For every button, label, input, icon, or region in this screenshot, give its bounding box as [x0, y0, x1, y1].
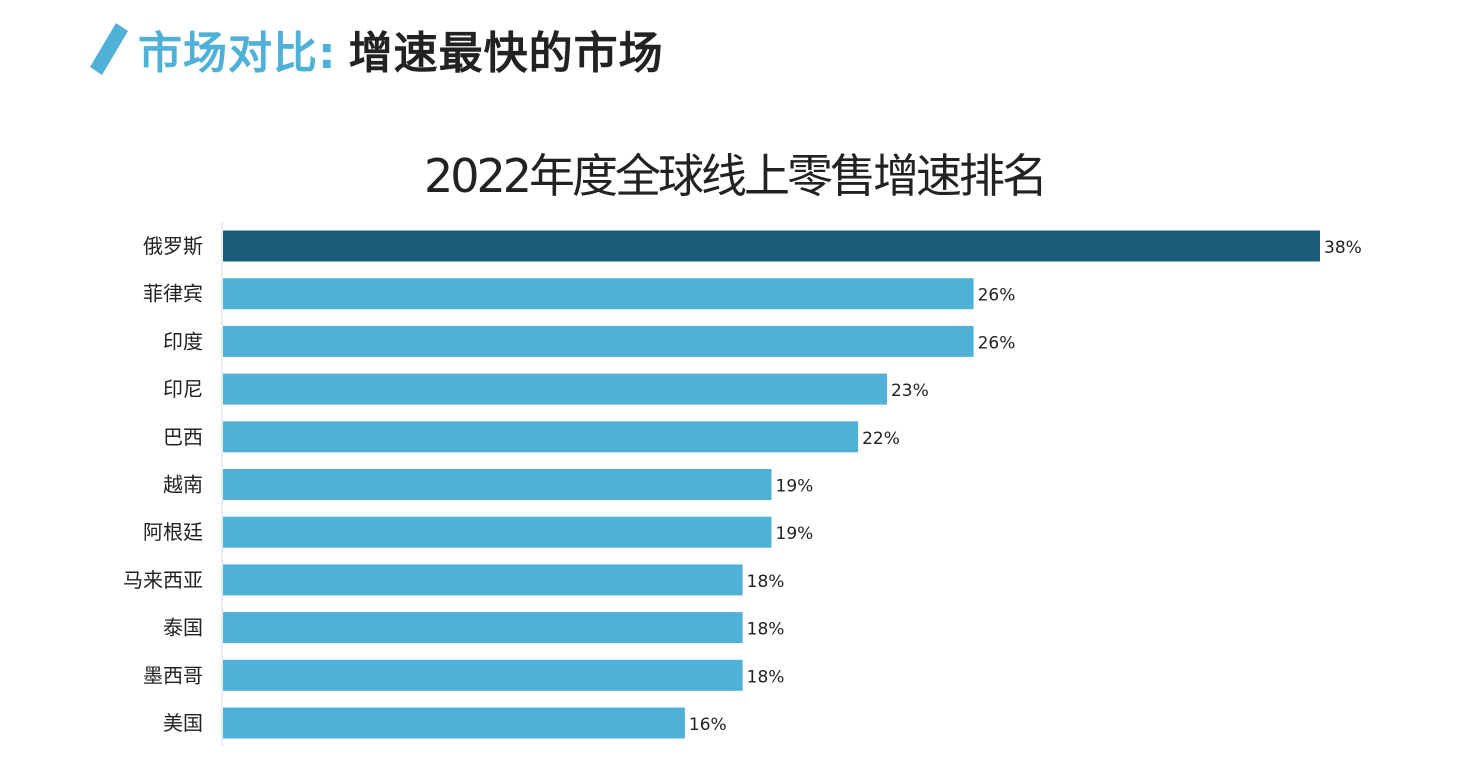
- category-label-8: 泰国: [163, 616, 203, 640]
- value-label-2: 26%: [978, 333, 1016, 353]
- chart-title: 2022年度全球线上零售增速排名: [423, 149, 1048, 203]
- category-label-0: 俄罗斯: [143, 234, 203, 258]
- bar-4: [223, 421, 859, 453]
- category-label-10: 美国: [163, 711, 203, 735]
- bar-6: [223, 516, 772, 548]
- category-label-5: 越南: [163, 473, 203, 497]
- value-label-9: 18%: [747, 667, 785, 687]
- slash-accent-icon: [90, 23, 128, 75]
- category-label-2: 印度: [163, 329, 203, 353]
- slide-header: 市场对比: 增速最快的市场: [88, 14, 664, 84]
- value-label-10: 16%: [689, 715, 727, 735]
- category-label-9: 墨西哥: [143, 663, 203, 687]
- category-label-3: 印尼: [163, 377, 203, 401]
- value-label-0: 38%: [1324, 238, 1362, 258]
- bar-7: [223, 564, 743, 596]
- value-label-7: 18%: [747, 572, 785, 592]
- slide-title-main: 增速最快的市场: [348, 28, 664, 79]
- value-label-3: 23%: [891, 381, 929, 401]
- value-labels: 38% 26% 26% 23% 22% 19% 19% 18% 18% 18% 16%: [689, 238, 1362, 735]
- bar-1: [223, 278, 974, 310]
- category-label-4: 巴西: [163, 425, 203, 449]
- bar-9: [223, 659, 743, 691]
- category-label-7: 马来西亚: [123, 568, 203, 592]
- value-label-4: 22%: [862, 429, 900, 449]
- bar-10: [223, 707, 685, 739]
- bar-5: [223, 469, 772, 500]
- bar-2: [223, 325, 974, 357]
- value-label-1: 26%: [978, 286, 1016, 306]
- slide-title-accent: 市场对比:: [138, 28, 337, 79]
- bar-0: [223, 230, 1320, 262]
- category-label-1: 菲律宾: [143, 282, 203, 306]
- value-label-6: 19%: [776, 524, 814, 544]
- value-label-5: 19%: [776, 477, 814, 497]
- value-label-8: 18%: [747, 620, 785, 640]
- category-label-6: 阿根廷: [143, 520, 203, 544]
- bar-3: [223, 373, 887, 405]
- bars-group: [223, 230, 1320, 739]
- bar-8: [223, 612, 743, 644]
